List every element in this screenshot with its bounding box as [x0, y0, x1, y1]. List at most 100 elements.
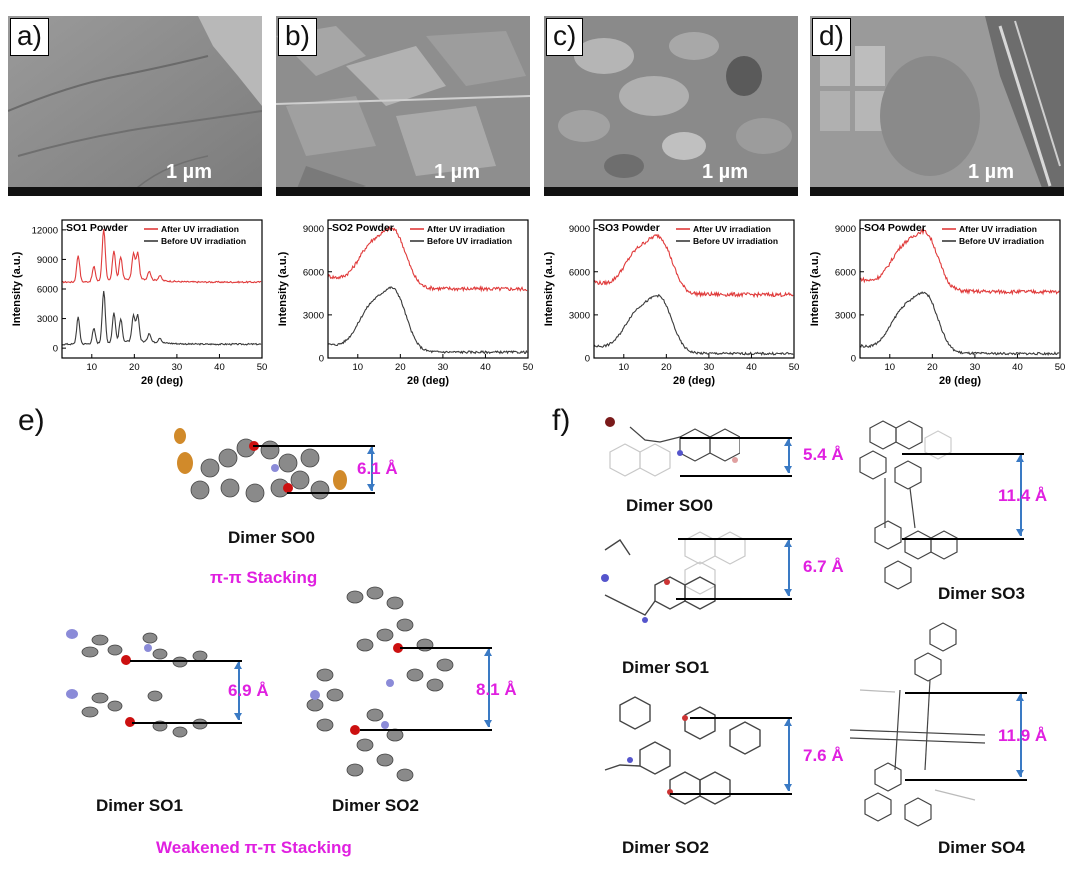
distance-label-f-so3: 11.4 Å — [998, 486, 1048, 505]
distance-reference-line — [253, 445, 375, 447]
label-weakened-pi-pi-stacking: Weakened π-π Stacking — [156, 838, 352, 857]
x-tick-label: 40 — [746, 362, 757, 373]
y-tick-label: 0 — [53, 344, 58, 355]
series-before-uv — [61, 290, 262, 346]
legend-label: Before UV irradiation — [427, 236, 512, 246]
distance-reference-line — [902, 538, 1024, 540]
y-axis-label: Intensity (a.u.) — [543, 251, 555, 326]
sem-info-bar — [810, 187, 1064, 196]
x-axis-label: 2θ (deg) — [141, 375, 183, 387]
distance-reference-line — [287, 492, 375, 494]
sem-info-bar — [544, 187, 798, 196]
y-tick-label: 0 — [851, 354, 856, 365]
x-tick-label: 50 — [523, 362, 534, 373]
x-tick-label: 10 — [884, 362, 895, 373]
x-tick-label: 30 — [438, 362, 449, 373]
plot-frame — [859, 219, 1061, 359]
distance-arrow — [368, 447, 374, 491]
distance-reference-line — [678, 538, 792, 540]
distance-reference-line — [670, 793, 792, 795]
distance-arrow — [785, 719, 791, 791]
panel-label-b: b) — [278, 18, 317, 56]
x-tick-label: 20 — [927, 362, 938, 373]
scale-bar-label: 1 µm — [702, 161, 748, 183]
scale-bar-label: 1 µm — [166, 161, 212, 183]
sem-texture — [8, 16, 262, 196]
sem-image-so3: c) 1 µm — [544, 16, 798, 196]
distance-reference-line — [680, 475, 792, 477]
sem-info-bar — [276, 187, 530, 196]
y-tick-label: 0 — [585, 354, 590, 365]
y-tick-label: 3000 — [569, 310, 590, 321]
legend-label: After UV irradiation — [427, 224, 505, 234]
chart-title: SO2 Powder — [332, 222, 394, 234]
distance-arrow — [785, 540, 791, 596]
y-tick-label: 6000 — [569, 267, 590, 278]
y-axis-label: Intensity (a.u.) — [11, 251, 23, 326]
x-axis-label: 2θ (deg) — [939, 375, 981, 387]
x-tick-label: 50 — [789, 362, 800, 373]
series-before-uv — [859, 291, 1060, 357]
y-tick-label: 6000 — [303, 267, 324, 278]
molecule-dimer-so2-e — [306, 586, 454, 782]
distance-reference-line — [902, 453, 1024, 455]
x-tick-label: 40 — [480, 362, 491, 373]
x-tick-label: 50 — [1055, 362, 1066, 373]
distance-label-f-so0: 5.4 Å — [803, 445, 844, 464]
y-tick-label: 6000 — [835, 267, 856, 278]
molecule-f-dimer-so3 — [859, 420, 958, 590]
caption-e-dimer-so2: Dimer SO2 — [332, 796, 419, 815]
molecule-dimer-so0 — [174, 428, 347, 503]
x-tick-label: 40 — [1012, 362, 1023, 373]
series-after-uv — [327, 225, 528, 293]
distance-arrow — [235, 662, 241, 720]
molecule-f-dimer-so4 — [849, 622, 986, 827]
distance-arrow — [785, 439, 791, 473]
distance-reference-line — [130, 660, 242, 662]
distance-label-e-so0: 6.1 Å — [357, 459, 398, 478]
legend-label: Before UV irradiation — [693, 236, 778, 246]
y-tick-label: 6000 — [37, 285, 58, 296]
x-axis-label: 2θ (deg) — [407, 375, 449, 387]
y-tick-label: 0 — [319, 354, 324, 365]
chart-title: SO1 Powder — [66, 222, 128, 234]
x-axis-label: 2θ (deg) — [673, 375, 715, 387]
distance-arrow — [485, 649, 491, 727]
caption-e-dimer-so1: Dimer SO1 — [96, 796, 183, 815]
scale-bar-label: 1 µm — [968, 161, 1014, 183]
distance-reference-line — [905, 779, 1027, 781]
x-tick-label: 20 — [129, 362, 140, 373]
panel-label-f: f) — [552, 404, 571, 437]
plot-frame — [593, 219, 795, 359]
distance-arrow — [1017, 455, 1023, 536]
y-axis-label: Intensity (a.u.) — [809, 251, 821, 326]
distance-label-f-so1: 6.7 Å — [803, 557, 844, 576]
series-after-uv — [860, 228, 1060, 296]
distance-reference-line — [676, 598, 792, 600]
x-tick-label: 50 — [257, 362, 268, 373]
distance-reference-line — [680, 437, 792, 439]
series-after-uv — [593, 233, 794, 299]
distance-arrow — [1017, 694, 1023, 777]
y-tick-label: 3000 — [835, 310, 856, 321]
caption-f-dimer-so1: Dimer SO1 — [622, 658, 709, 677]
plot-frame — [327, 219, 529, 359]
distance-reference-line — [400, 647, 492, 649]
legend-label: Before UV irradiation — [161, 236, 246, 246]
chart-title: SO3 Powder — [598, 222, 660, 234]
molecule-f-dimer-so1 — [601, 531, 746, 623]
legend-label: After UV irradiation — [959, 224, 1037, 234]
sem-image-so4: d) 1 µm — [810, 16, 1064, 196]
legend-label: After UV irradiation — [161, 224, 239, 234]
xrd-chart-so3: 0 3000 6000 9000 10 20 30 40 50 2θ (deg) Intensity… — [543, 219, 800, 387]
x-tick-label: 10 — [86, 362, 97, 373]
panel-label-e: e) — [18, 404, 45, 437]
xrd-chart-so1: 0 3000 6000 9000 12000 10 20 30 40 50 2θ (deg) Inte… — [11, 219, 268, 387]
x-tick-label: 30 — [970, 362, 981, 373]
x-tick-label: 40 — [214, 362, 225, 373]
x-tick-label: 20 — [395, 362, 406, 373]
sem-info-bar — [8, 187, 262, 196]
xrd-chart-so4: 0 3000 6000 9000 10 20 30 40 50 2θ (deg) Intensity… — [809, 219, 1066, 387]
distance-reference-line — [360, 729, 492, 731]
series-after-uv — [62, 229, 262, 284]
